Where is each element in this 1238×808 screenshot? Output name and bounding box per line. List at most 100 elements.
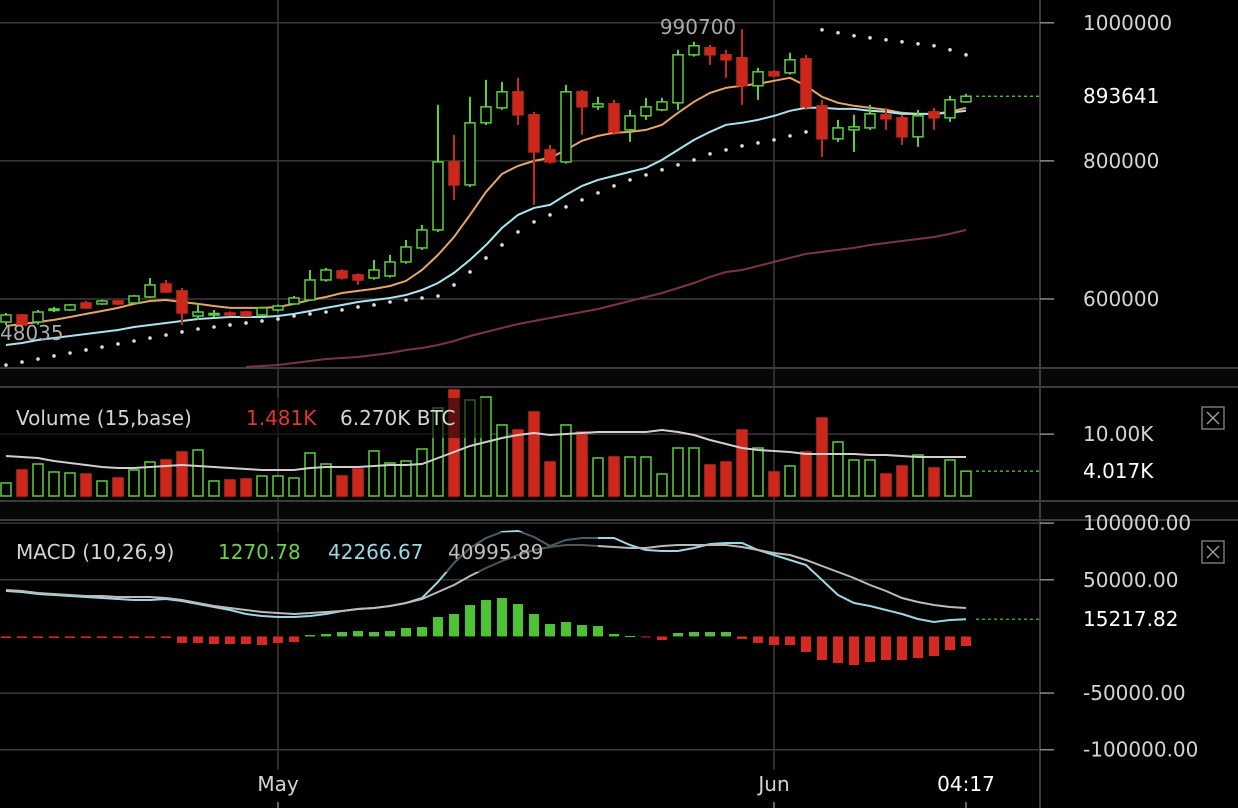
candle-body: [352, 274, 364, 281]
candle-body: [944, 99, 956, 119]
histogram-bar: [17, 636, 27, 639]
last-value-label: 893641: [1083, 84, 1159, 108]
histogram-bar: [545, 624, 555, 637]
histogram-bar: [1, 636, 11, 639]
volume-bar: [48, 471, 60, 497]
indicator-dot: [548, 213, 552, 217]
histogram-bar: [657, 636, 667, 641]
volume-bar: [848, 459, 860, 497]
histogram-bar: [577, 625, 587, 637]
indicator-dot: [884, 37, 888, 42]
candle-body: [640, 106, 652, 117]
indicator-dot: [372, 303, 376, 307]
volume-bar: [288, 477, 300, 497]
histogram-bar: [449, 614, 459, 637]
indicator-dot: [468, 270, 472, 274]
indicator-dot: [212, 325, 216, 329]
indicator-dot: [852, 33, 856, 38]
histogram-bar: [177, 636, 187, 644]
legend-value: 6.270K BTC: [340, 406, 455, 430]
histogram-bar: [481, 600, 491, 637]
legend-backdrop: [0, 532, 598, 572]
indicator-dot: [516, 230, 520, 234]
volume-bar: [752, 447, 764, 497]
candle-body: [240, 311, 252, 317]
y-tick-label: -100000.00: [1083, 738, 1198, 762]
volume-bar: [576, 431, 588, 497]
histogram-bar: [737, 636, 747, 640]
candle-body: [752, 71, 764, 87]
volume-bar: [864, 459, 876, 497]
indicator-dot: [116, 342, 120, 346]
candle-body: [384, 261, 396, 277]
volume-bar: [112, 477, 124, 497]
volume-bar: [656, 473, 668, 497]
indicator-dot: [500, 243, 504, 247]
close-button[interactable]: [1201, 406, 1225, 430]
candle-body: [432, 161, 444, 231]
volume-bar: [560, 424, 572, 497]
histogram-bar: [865, 636, 875, 663]
candle-body: [896, 117, 908, 138]
histogram-bar: [721, 632, 731, 637]
histogram-bar: [689, 632, 699, 637]
indicator-line: [245, 228, 967, 368]
candle-body: [160, 283, 172, 293]
last-value-label: 4.017K: [1083, 459, 1154, 483]
histogram-bar: [945, 636, 955, 651]
indicator-dot: [788, 134, 792, 138]
histogram-bar: [529, 614, 539, 637]
volume-bar: [160, 459, 172, 497]
indicator-dot: [20, 360, 24, 364]
volume-bar: [240, 478, 252, 497]
histogram-bar: [609, 634, 619, 637]
close-box[interactable]: [1201, 406, 1225, 430]
histogram-bar: [209, 636, 219, 645]
panel-divider: [0, 369, 1238, 386]
histogram-bar: [465, 605, 475, 637]
histogram-bar: [273, 636, 283, 644]
histogram-bar: [897, 636, 907, 661]
indicator-dot: [724, 148, 728, 152]
candle-body: [16, 314, 28, 326]
volume-bar: [16, 469, 28, 497]
histogram-bar: [225, 636, 235, 645]
histogram-bar: [513, 604, 523, 637]
histogram-bar: [625, 636, 635, 638]
candle-body: [192, 311, 204, 317]
close-icon[interactable]: [1206, 411, 1220, 425]
candle-body: [656, 101, 668, 111]
last-value-label: 15217.82: [1083, 607, 1178, 631]
indicator-dot: [900, 39, 904, 44]
annotation: 990700: [660, 15, 736, 39]
indicator-dot: [420, 296, 424, 300]
y-tick-label: 600000: [1083, 287, 1159, 311]
volume-bar: [64, 472, 76, 497]
indicator-dot: [564, 205, 568, 209]
candle-body: [272, 305, 284, 311]
volume-bar: [912, 454, 924, 497]
candle-body: [784, 59, 796, 74]
histogram-bar: [33, 636, 43, 639]
indicator-dot: [148, 336, 152, 340]
histogram-bar: [289, 636, 299, 643]
close-icon[interactable]: [1206, 545, 1220, 559]
indicator-dot: [132, 339, 136, 343]
volume-bar: [608, 456, 620, 497]
candle-body: [64, 304, 76, 311]
volume-bar: [192, 449, 204, 497]
annotation: 48035: [0, 321, 64, 345]
histogram-bar: [673, 633, 683, 637]
volume-bar: [944, 459, 956, 497]
indicator-dot: [388, 300, 392, 304]
histogram-bar: [961, 636, 971, 647]
volume-bar: [528, 411, 540, 497]
indicator-dot: [740, 144, 744, 148]
histogram-bar: [401, 628, 411, 637]
volume-bar: [832, 441, 844, 497]
y-tick-label: 1000000: [1083, 11, 1172, 35]
indicator-dot: [820, 28, 824, 32]
candle-body: [480, 106, 492, 124]
close-button[interactable]: [1201, 540, 1225, 564]
close-box[interactable]: [1201, 540, 1225, 564]
